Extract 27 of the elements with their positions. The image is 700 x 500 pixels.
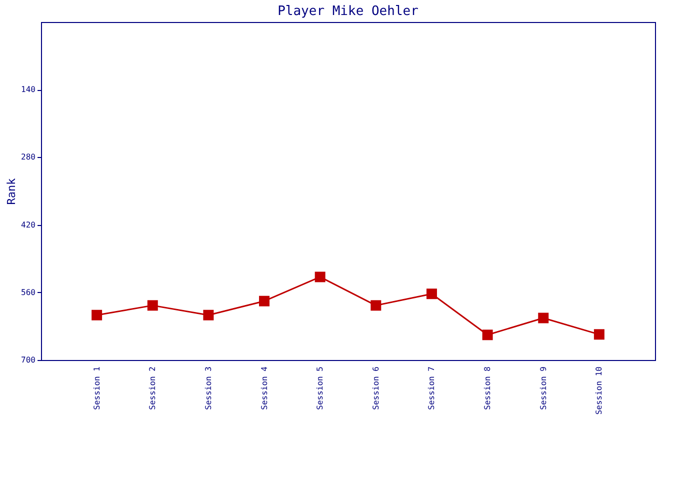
- x-tick-label: Session 7: [427, 366, 436, 410]
- point: [147, 300, 158, 311]
- y-tick-label: 280: [21, 152, 36, 162]
- point: [426, 288, 437, 300]
- point: [594, 329, 604, 340]
- x-tick-label: Session 5: [316, 366, 325, 410]
- point: [259, 296, 270, 306]
- point: [538, 312, 549, 324]
- point: [203, 310, 214, 320]
- x-tick-label: Session 6: [371, 366, 380, 410]
- x-tick-label: Session 10: [594, 366, 604, 415]
- x-tick-label: Session 3: [204, 366, 213, 410]
- x-tick-label: Session 8: [483, 366, 492, 410]
- chart-title: Player Mike Oehler: [278, 4, 419, 19]
- y-tick-label: 700: [21, 356, 36, 364]
- x-tick-label: Session 4: [260, 366, 269, 410]
- y-tick-label: 420: [21, 220, 36, 230]
- point: [92, 310, 102, 320]
- x-tick-label: Session 1: [92, 366, 102, 410]
- point: [370, 300, 382, 311]
- x-tick-label: Session 9: [538, 366, 548, 410]
- y-axis-title: Rank: [5, 178, 18, 205]
- y-tick-label: 560: [21, 288, 36, 297]
- y-tick-label: 140: [21, 85, 36, 94]
- x-tick-label: Session 2: [148, 366, 158, 410]
- point: [482, 330, 493, 340]
- point: [314, 272, 326, 282]
